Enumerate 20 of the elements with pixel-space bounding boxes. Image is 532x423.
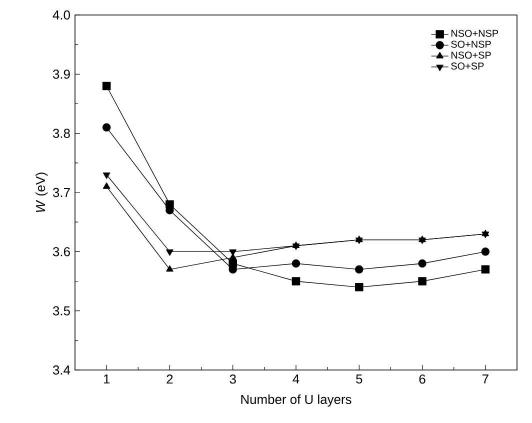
legend-label: SO+NSP <box>451 40 491 48</box>
y-axis-title: W (eV) <box>36 172 48 212</box>
x-tick-label: 6 <box>419 374 426 384</box>
x-tick-label: 3 <box>230 374 236 384</box>
legend-label: NSO+NSP <box>451 30 498 37</box>
y-tick-label: 3.5 <box>52 306 70 316</box>
x-tick-label: 7 <box>482 374 488 384</box>
y-tick-label: 4.0 <box>52 10 70 20</box>
x-tick-label: 1 <box>104 374 110 384</box>
legend-label: NSO+SP <box>451 52 491 59</box>
y-tick-label: 3.6 <box>52 247 70 256</box>
x-tick-label: 2 <box>166 374 173 384</box>
y-tick-label: 3.4 <box>52 365 70 375</box>
x-tick-label: 5 <box>356 374 362 384</box>
y-tick-label: 3.9 <box>52 70 70 79</box>
legend-label: SO+SP <box>451 62 484 70</box>
x-axis-title: Number of U layers <box>241 394 352 407</box>
x-tick-label: 4 <box>292 374 300 384</box>
y-tick-label: 3.8 <box>52 128 70 138</box>
y-tick-label: 3.7 <box>52 188 70 198</box>
